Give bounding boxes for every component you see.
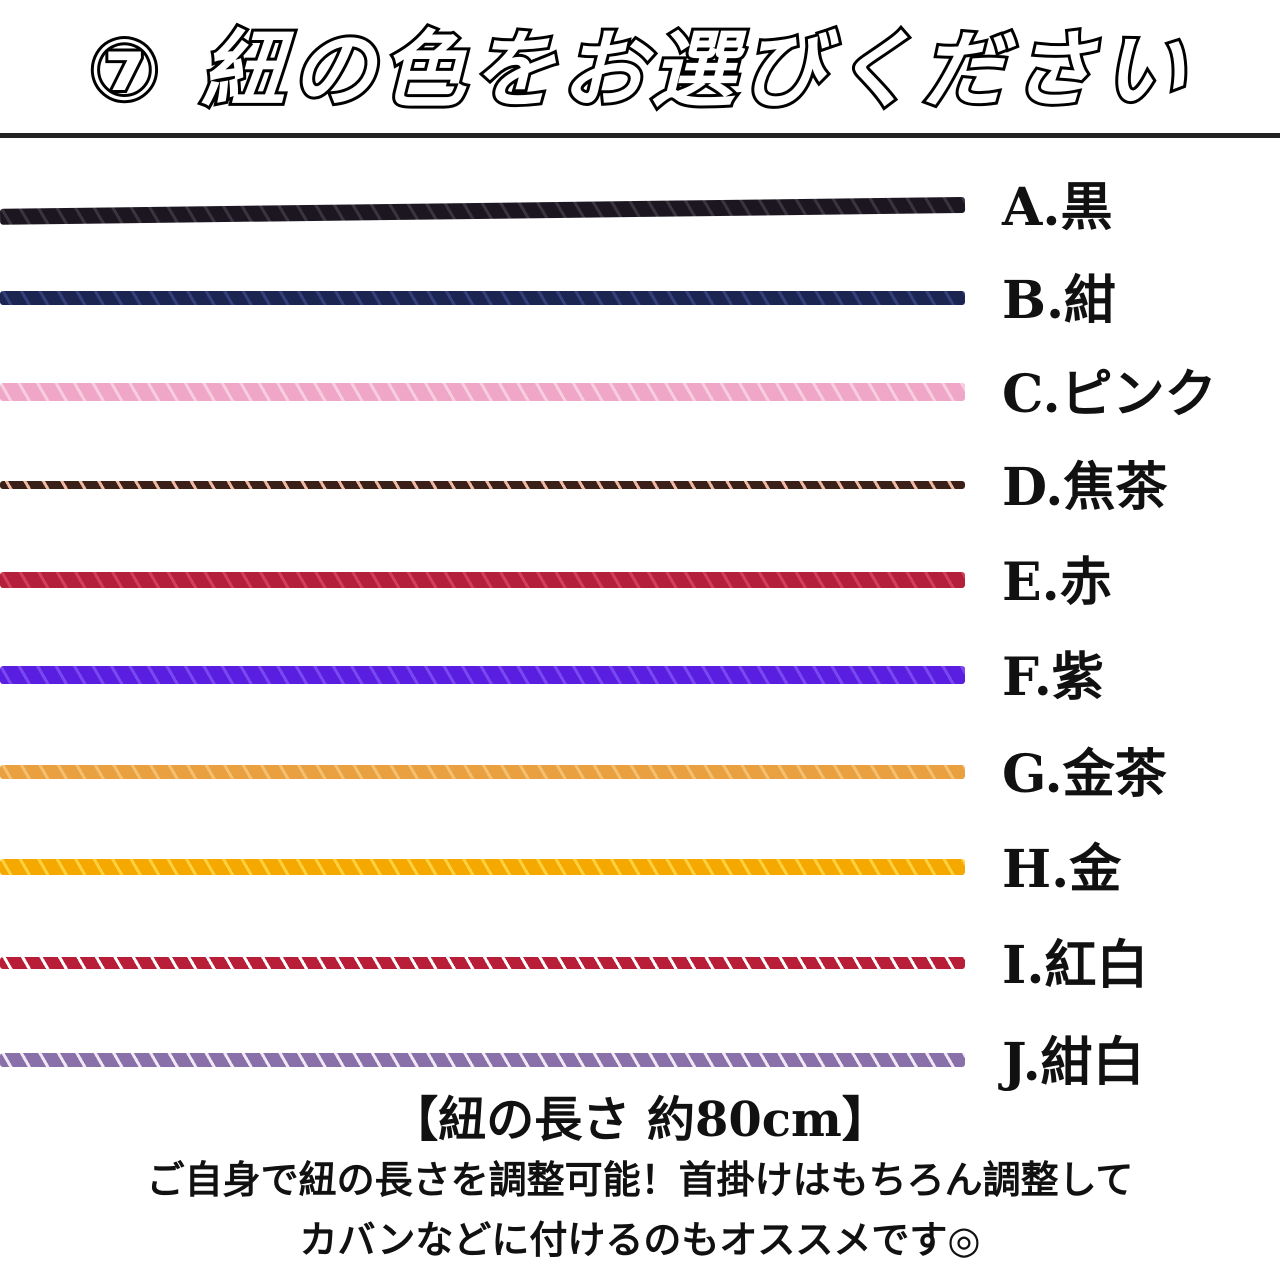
cord-swatch [0,859,965,875]
description-line-2: カバンなどに付けるのもオススメです◎ [299,1218,981,1262]
cord-label: J.紺白 [1002,1032,1145,1093]
cord-swatch [0,291,965,305]
cord-swatch [0,666,965,684]
cord-swatch [0,481,965,489]
cord-swatch [0,572,965,588]
cord-swatch [0,383,965,401]
cord-swatch [0,957,965,969]
cord-label: B.紺 [1002,270,1117,331]
page-title: ⑦ 紐の色をお選びください [86,18,1192,122]
cord-swatch [0,1053,965,1067]
cord-label: G.金茶 [1002,744,1167,805]
cord-label: D.焦茶 [1002,457,1168,518]
cord-swatch [0,197,966,225]
title-divider [0,133,1280,138]
length-note: 【紐の長さ 約80cm】 [390,1092,890,1148]
description-line-1: ご自身で紐の長さを調整可能！首掛けはもちろん調整して [146,1158,1134,1202]
cord-label: E.赤 [1002,552,1112,613]
cord-label: H.金 [1002,839,1122,900]
cord-label: C.ピンク [1002,364,1217,425]
cord-label: A.黒 [1002,177,1113,238]
cord-label: I.紅白 [1002,935,1149,996]
cord-swatch [0,765,965,779]
cord-label: F.紫 [1002,647,1104,708]
